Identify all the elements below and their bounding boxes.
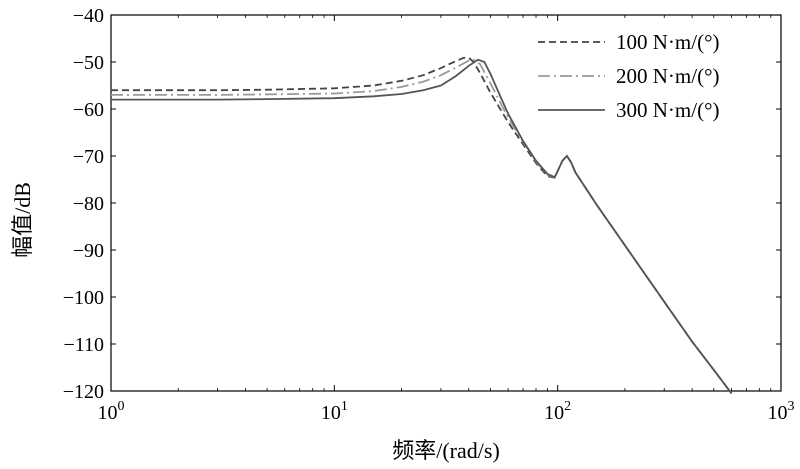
x-tick-label: 102 <box>544 399 571 424</box>
legend-label-2: 200 N·m/(°) <box>616 64 719 88</box>
x-tick-label: 101 <box>321 399 348 424</box>
y-tick-label: −100 <box>63 287 104 309</box>
y-tick-label: −80 <box>73 193 104 215</box>
x-axis-label: 频率/(rad/s) <box>392 438 500 463</box>
legend-label-1: 100 N·m/(°) <box>616 30 719 54</box>
y-tick-label: −70 <box>73 146 104 168</box>
y-tick-label: −40 <box>73 5 104 27</box>
x-tick-label: 103 <box>768 399 795 424</box>
y-tick-label: −60 <box>73 99 104 121</box>
y-axis-label: 幅值/dB <box>10 182 35 258</box>
x-tick-label: 100 <box>98 399 125 424</box>
y-tick-label: −50 <box>73 52 104 74</box>
y-tick-label: −120 <box>63 381 104 403</box>
series-line-3 <box>111 58 733 394</box>
y-tick-label: −110 <box>63 334 104 356</box>
legend: 100 N·m/(°) 200 N·m/(°) 300 N·m/(°) <box>538 30 719 122</box>
legend-label-3: 300 N·m/(°) <box>616 98 719 122</box>
series-lines <box>111 56 733 394</box>
y-tick-label: −90 <box>73 240 104 262</box>
